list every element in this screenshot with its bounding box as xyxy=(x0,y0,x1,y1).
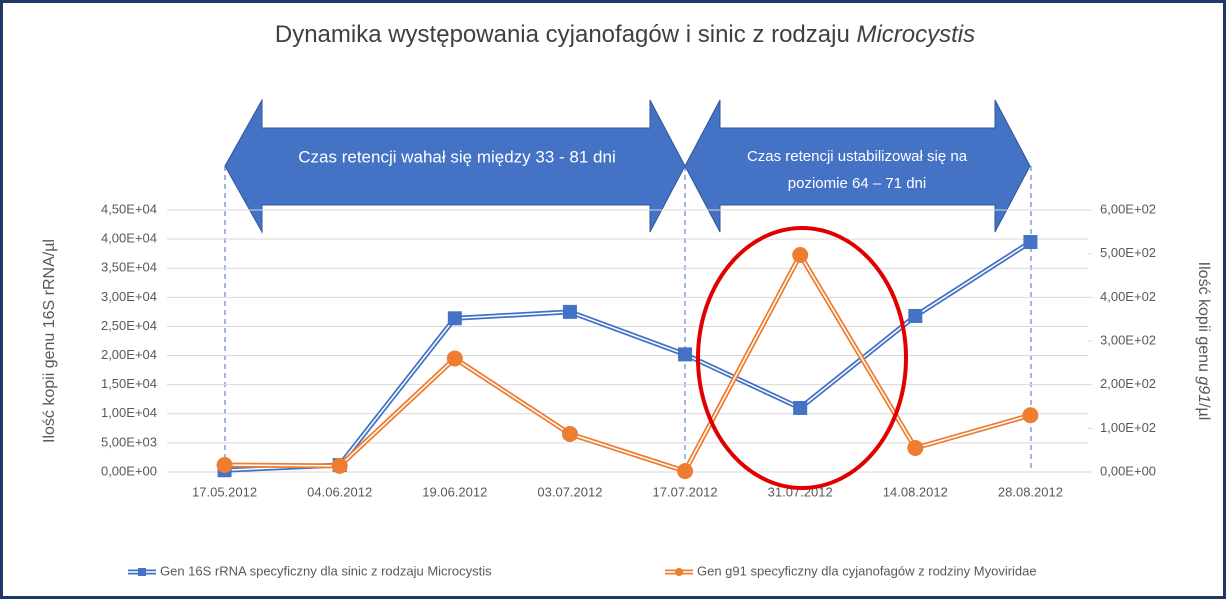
chart-title: Dynamika występowania cyjanofagów i sini… xyxy=(275,21,975,48)
point xyxy=(216,457,233,474)
y-tick-label: 1,50E+04 xyxy=(101,376,157,391)
highlight-ellipse xyxy=(696,226,908,490)
y-tick-label: 4,00E+04 xyxy=(101,231,157,246)
point xyxy=(678,347,693,362)
y-tick-label: 1,00E+04 xyxy=(101,405,157,420)
legend-marker xyxy=(138,568,146,576)
y-tick-label: 2,00E+04 xyxy=(101,347,157,362)
y2-axis-label: Ilość kopii genu g91/µl xyxy=(1195,262,1212,421)
legend-label: Gen g91 specyficzny dla cyjanofagów z ro… xyxy=(697,563,1037,578)
label-part: Ilość kopii genu xyxy=(1195,262,1212,377)
y2-tick-label: 0,00E+00 xyxy=(1100,463,1156,478)
legend-marker xyxy=(675,568,683,576)
annotation: Czas retencji wahał się między 33 - 81 d… xyxy=(298,147,615,166)
point xyxy=(1022,407,1039,424)
y2-tick-label: 2,00E+02 xyxy=(1100,376,1156,391)
x-tick-label: 17.05.2012 xyxy=(192,484,257,499)
point xyxy=(331,457,348,474)
series-line-inner xyxy=(224,241,1031,472)
point xyxy=(907,439,924,456)
annotation: Czas retencji ustabilizował się na xyxy=(747,148,968,165)
point xyxy=(793,400,808,415)
point xyxy=(447,311,462,326)
label-part: /µl xyxy=(1195,403,1212,420)
point xyxy=(562,304,577,319)
y2-tick-label: 3,00E+02 xyxy=(1100,332,1156,347)
title-part: Dynamika występowania cyjanofagów i sini… xyxy=(275,21,857,48)
y2-tick-label: 1,00E+02 xyxy=(1100,420,1156,435)
y-axis-label: Ilość kopii genu 16S rRNA/µl xyxy=(41,239,58,443)
point xyxy=(446,350,463,367)
y-tick-label: 2,50E+04 xyxy=(101,318,157,333)
y-tick-label: 3,00E+04 xyxy=(101,289,157,304)
point xyxy=(1023,235,1038,250)
x-tick-label: 03.07.2012 xyxy=(537,484,602,499)
y-tick-label: 3,50E+04 xyxy=(101,260,157,275)
title-part: Microcystis xyxy=(856,21,975,48)
point xyxy=(792,246,809,263)
y-tick-label: 4,50E+04 xyxy=(101,201,157,216)
x-tick-label: 04.06.2012 xyxy=(307,484,372,499)
point xyxy=(908,308,923,323)
y2-tick-label: 4,00E+02 xyxy=(1100,289,1156,304)
label-part: g91 xyxy=(1195,376,1212,403)
y2-tick-label: 5,00E+02 xyxy=(1100,245,1156,260)
point xyxy=(677,463,694,480)
annotation: poziomie 64 – 71 dni xyxy=(788,175,926,192)
x-tick-label: 28.08.2012 xyxy=(998,484,1063,499)
legend-label: Gen 16S rRNA specyficzny dla sinic z rod… xyxy=(160,563,492,578)
y-tick-label: 0,00E+00 xyxy=(101,463,157,478)
point xyxy=(561,426,578,443)
x-tick-label: 17.07.2012 xyxy=(653,484,718,499)
y-tick-label: 5,00E+03 xyxy=(101,434,157,449)
x-tick-label: 19.06.2012 xyxy=(422,484,487,499)
x-tick-label: 14.08.2012 xyxy=(883,484,948,499)
arrow xyxy=(684,99,1031,233)
y2-tick-label: 6,00E+02 xyxy=(1100,201,1156,216)
